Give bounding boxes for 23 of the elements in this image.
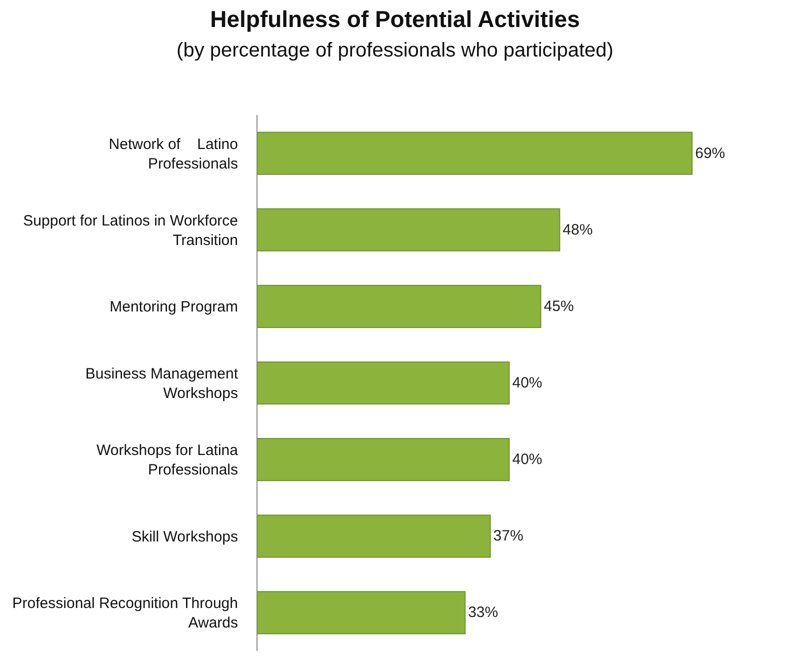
bar <box>257 361 510 405</box>
bar <box>257 591 466 634</box>
y-tick-label: Workshops for Latina Professionals <box>96 442 239 479</box>
data-label: 37% <box>493 528 524 545</box>
data-label: 33% <box>468 604 498 622</box>
bar <box>257 438 510 482</box>
data-label: 48% <box>562 221 593 238</box>
y-tick-label: Business Management Workshops <box>85 366 239 402</box>
y-tick-label: Skill Workshops <box>132 528 238 546</box>
y-tick-label: Support for Latinos in Workforce Transition <box>23 212 238 249</box>
y-tick-label: Network of Latino Professionals <box>108 136 238 172</box>
chart-title: Helpfulness of Potential Activities <box>210 6 580 32</box>
y-tick-label: Mentoring Program <box>110 298 238 316</box>
bar <box>257 208 560 252</box>
y-tick-label: Professional Recognition Through Awards <box>12 595 238 632</box>
bar <box>257 284 542 328</box>
data-label: 69% <box>695 144 726 162</box>
data-label: 40% <box>512 451 542 468</box>
bar <box>257 514 491 558</box>
data-label: 45% <box>544 298 574 315</box>
bar <box>257 132 693 175</box>
data-label: 40% <box>512 374 542 392</box>
chart-subtitle: (by percentage of professionals who participated) <box>176 40 614 62</box>
